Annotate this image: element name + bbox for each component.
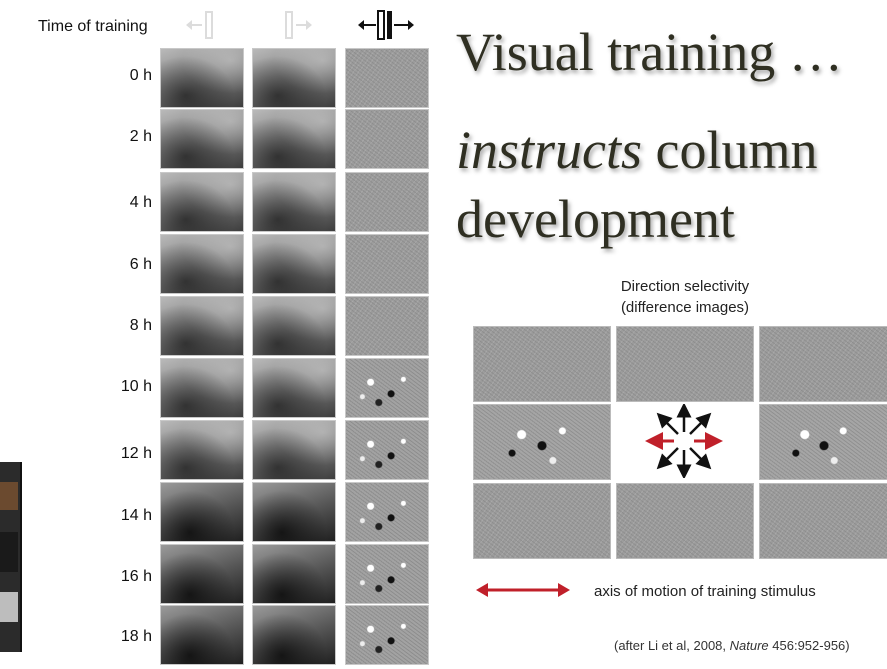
slide-title-line3: development [456, 189, 735, 249]
direction-caption-line2: (difference images) [620, 299, 750, 316]
row-label: 12 h [120, 445, 152, 462]
difference-tile [345, 48, 429, 108]
image-tile [160, 482, 244, 542]
image-tile [252, 48, 336, 108]
image-tile [252, 420, 336, 480]
difference-tile [345, 234, 429, 294]
image-tile [160, 358, 244, 418]
difference-image [616, 326, 754, 402]
difference-tile [345, 544, 429, 604]
image-tile [252, 172, 336, 232]
row-label: 14 h [120, 507, 152, 524]
slide-title-line1: Visual training … [456, 22, 843, 82]
citation-prefix: (after Li et al, 2008, [614, 638, 730, 653]
row-label: 4 h [129, 194, 152, 211]
image-tile [160, 109, 244, 169]
image-tile [160, 544, 244, 604]
citation-suffix: 456:952-956) [768, 638, 850, 653]
motion-axis-arrow-icon [476, 580, 570, 600]
bidirectional-grating-icon [358, 8, 414, 42]
speaker-video-thumbnail [0, 462, 22, 652]
direction-caption-line1: Direction selectivity [620, 278, 750, 295]
image-tile [160, 172, 244, 232]
image-tile [252, 296, 336, 356]
citation: (after Li et al, 2008, Nature 456:952-95… [614, 638, 850, 653]
thumbnail-region [0, 482, 18, 510]
difference-image [759, 326, 887, 402]
slide-title-line2: instructs column [456, 120, 818, 180]
thumbnail-region [0, 532, 18, 572]
image-tile [160, 420, 244, 480]
direction-arrows-icon [616, 402, 752, 480]
title-line2-rest: column [642, 120, 818, 180]
title-emphasis: instructs [456, 120, 643, 180]
difference-tile [345, 358, 429, 418]
time-of-training-label: Time of training [38, 18, 148, 35]
right-arrow-grating-icon [272, 8, 312, 42]
image-tile [160, 234, 244, 294]
difference-image [473, 483, 611, 559]
image-tile [252, 109, 336, 169]
row-label: 2 h [129, 128, 152, 145]
image-tile [160, 296, 244, 356]
thumbnail-region [0, 592, 18, 622]
image-tile [252, 358, 336, 418]
row-label: 8 h [129, 317, 152, 334]
row-label: 16 h [120, 568, 152, 585]
difference-tile [345, 605, 429, 665]
difference-tile [345, 420, 429, 480]
image-tile [252, 544, 336, 604]
difference-image [759, 404, 887, 480]
image-tile [252, 234, 336, 294]
row-label: 18 h [120, 628, 152, 645]
difference-tile [345, 482, 429, 542]
image-tile [160, 48, 244, 108]
left-arrow-grating-icon [186, 8, 226, 42]
image-tile [252, 605, 336, 665]
row-label: 0 h [129, 67, 152, 84]
difference-tile [345, 172, 429, 232]
difference-image [759, 483, 887, 559]
citation-journal: Nature [729, 638, 769, 653]
motion-axis-legend: axis of motion of training stimulus [594, 583, 816, 600]
difference-image [473, 326, 611, 402]
row-label: 6 h [129, 256, 152, 273]
difference-image [473, 404, 611, 480]
difference-tile [345, 109, 429, 169]
row-label: 10 h [120, 378, 152, 395]
image-tile [252, 482, 336, 542]
difference-image [616, 483, 754, 559]
image-tile [160, 605, 244, 665]
difference-tile [345, 296, 429, 356]
